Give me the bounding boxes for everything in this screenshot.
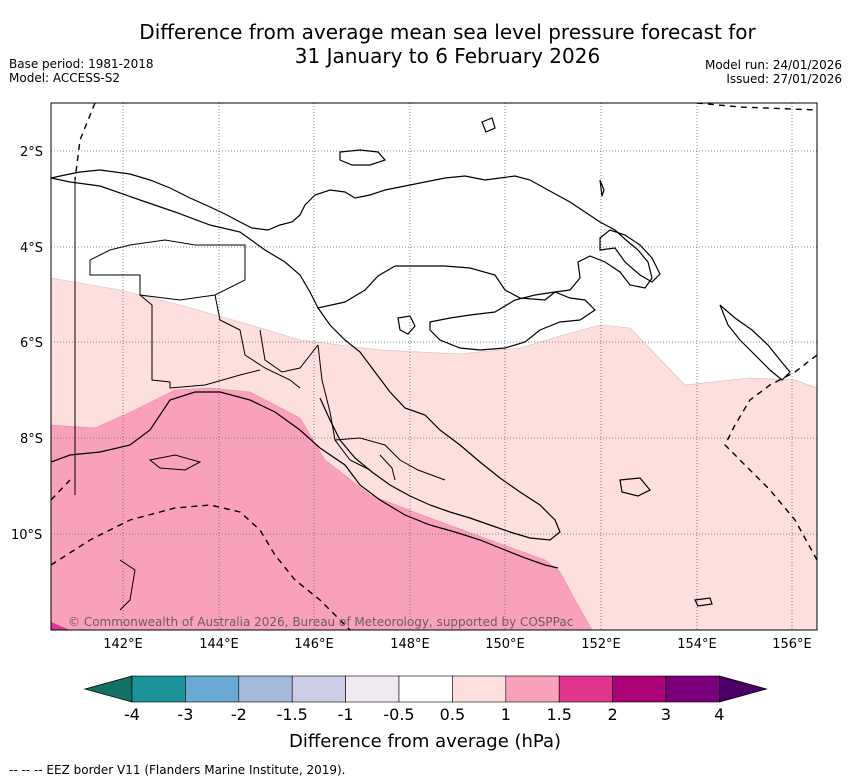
colorbar-tick-label: 2 bbox=[608, 705, 618, 724]
colorbar-tick-label: -3 bbox=[177, 705, 193, 724]
chart-title: Difference from average mean sea level p… bbox=[0, 20, 850, 68]
colorbar-cell bbox=[131, 675, 186, 703]
torres-islands bbox=[119, 454, 202, 611]
map-frame bbox=[50, 102, 818, 631]
lat-tick-labels: 2°S 4°S 6°S 8°S 10°S bbox=[11, 145, 43, 543]
colorbar-tick-label: 0.5 bbox=[440, 705, 465, 724]
south-coast bbox=[51, 391, 559, 569]
lon-label: 146°E bbox=[294, 637, 334, 652]
colorbar-tick-label: 1 bbox=[501, 705, 511, 724]
colorbar-cell bbox=[238, 675, 293, 703]
small-island-2 bbox=[619, 477, 651, 497]
colorbar-cell bbox=[558, 675, 613, 703]
lon-tick-labels: 142°E 144°E 146°E 148°E 150°E 152°E 154°… bbox=[103, 637, 812, 652]
model-run: Model run: 24/01/2026 bbox=[704, 58, 842, 72]
colorbar-cell bbox=[185, 675, 240, 703]
small-island-5 bbox=[599, 179, 605, 197]
small-island-4 bbox=[481, 117, 496, 133]
colorbar-cell bbox=[505, 675, 560, 703]
meta-left: Base period: 1981-2018 Model: ACCESS-S2 bbox=[9, 57, 154, 85]
colorbar-tick-label: -0.5 bbox=[383, 705, 414, 724]
title-line-1: Difference from average mean sea level p… bbox=[139, 20, 756, 44]
colorbar-cell bbox=[398, 675, 453, 703]
anomaly-band-1.5-2 bbox=[51, 622, 70, 630]
colorbar-tick-label: 1.5 bbox=[546, 705, 571, 724]
new-guinea-coastline bbox=[51, 169, 653, 309]
colorbar: -4 -3 -2 -1.5 -1 -0.5 0.5 1 1.5 2 3 4 bbox=[83, 675, 768, 724]
colorbar-cell bbox=[452, 675, 507, 703]
manus bbox=[339, 149, 387, 166]
colorbar-tick-label: 4 bbox=[714, 705, 724, 724]
map-area: © Commonwealth of Australia 2026, Bureau… bbox=[51, 103, 817, 630]
issued-date: Issued: 27/01/2026 bbox=[726, 72, 842, 86]
colorbar-tick-label: -4 bbox=[124, 705, 140, 724]
colorbar-cell bbox=[665, 675, 720, 703]
lon-label: 142°E bbox=[103, 637, 143, 652]
lon-label: 150°E bbox=[485, 637, 525, 652]
borders bbox=[74, 178, 446, 495]
copyright-text: © Commonwealth of Australia 2026, Bureau… bbox=[68, 615, 573, 629]
anomaly-band-1-1.5 bbox=[51, 387, 593, 630]
new-britain bbox=[429, 291, 596, 351]
colorbar-cell bbox=[345, 675, 400, 703]
colorbar-cell bbox=[291, 675, 346, 703]
base-period: Base period: 1981-2018 bbox=[9, 57, 154, 71]
model-name: Model: ACCESS-S2 bbox=[9, 71, 121, 85]
eez-footnote: -- -- -- EEZ border V11 (Flanders Marine… bbox=[9, 763, 346, 777]
colorbar-tick-label: -2 bbox=[231, 705, 247, 724]
lat-label: 2°S bbox=[20, 145, 43, 160]
small-island-1 bbox=[397, 315, 416, 335]
eez-borders bbox=[51, 103, 817, 630]
lon-label: 154°E bbox=[677, 637, 717, 652]
lat-label: 6°S bbox=[20, 336, 43, 351]
small-island-3 bbox=[694, 597, 713, 607]
lon-label: 152°E bbox=[581, 637, 621, 652]
colorbar-extend-low bbox=[83, 675, 133, 703]
lat-label: 10°S bbox=[11, 528, 42, 543]
title-line-2: 31 January to 6 February 2026 bbox=[294, 44, 601, 68]
lat-label: 4°S bbox=[20, 241, 43, 256]
colorbar-tick-label: -1.5 bbox=[277, 705, 308, 724]
colorbar-extend-high bbox=[719, 675, 768, 703]
colorbar-cell bbox=[612, 675, 667, 703]
meta-right: Model run: 24/01/2026 Issued: 27/01/2026 bbox=[705, 58, 842, 86]
southeast-peninsula bbox=[317, 307, 561, 541]
lat-label: 8°S bbox=[20, 432, 43, 447]
colorbar-title: Difference from average (hPa) bbox=[288, 731, 562, 752]
lon-label: 144°E bbox=[199, 637, 239, 652]
lon-label: 156°E bbox=[772, 637, 812, 652]
colorbar-tick-label: -1 bbox=[338, 705, 354, 724]
colorbar-tick-label: 3 bbox=[661, 705, 671, 724]
new-ireland bbox=[599, 229, 661, 283]
lon-label: 148°E bbox=[390, 637, 430, 652]
